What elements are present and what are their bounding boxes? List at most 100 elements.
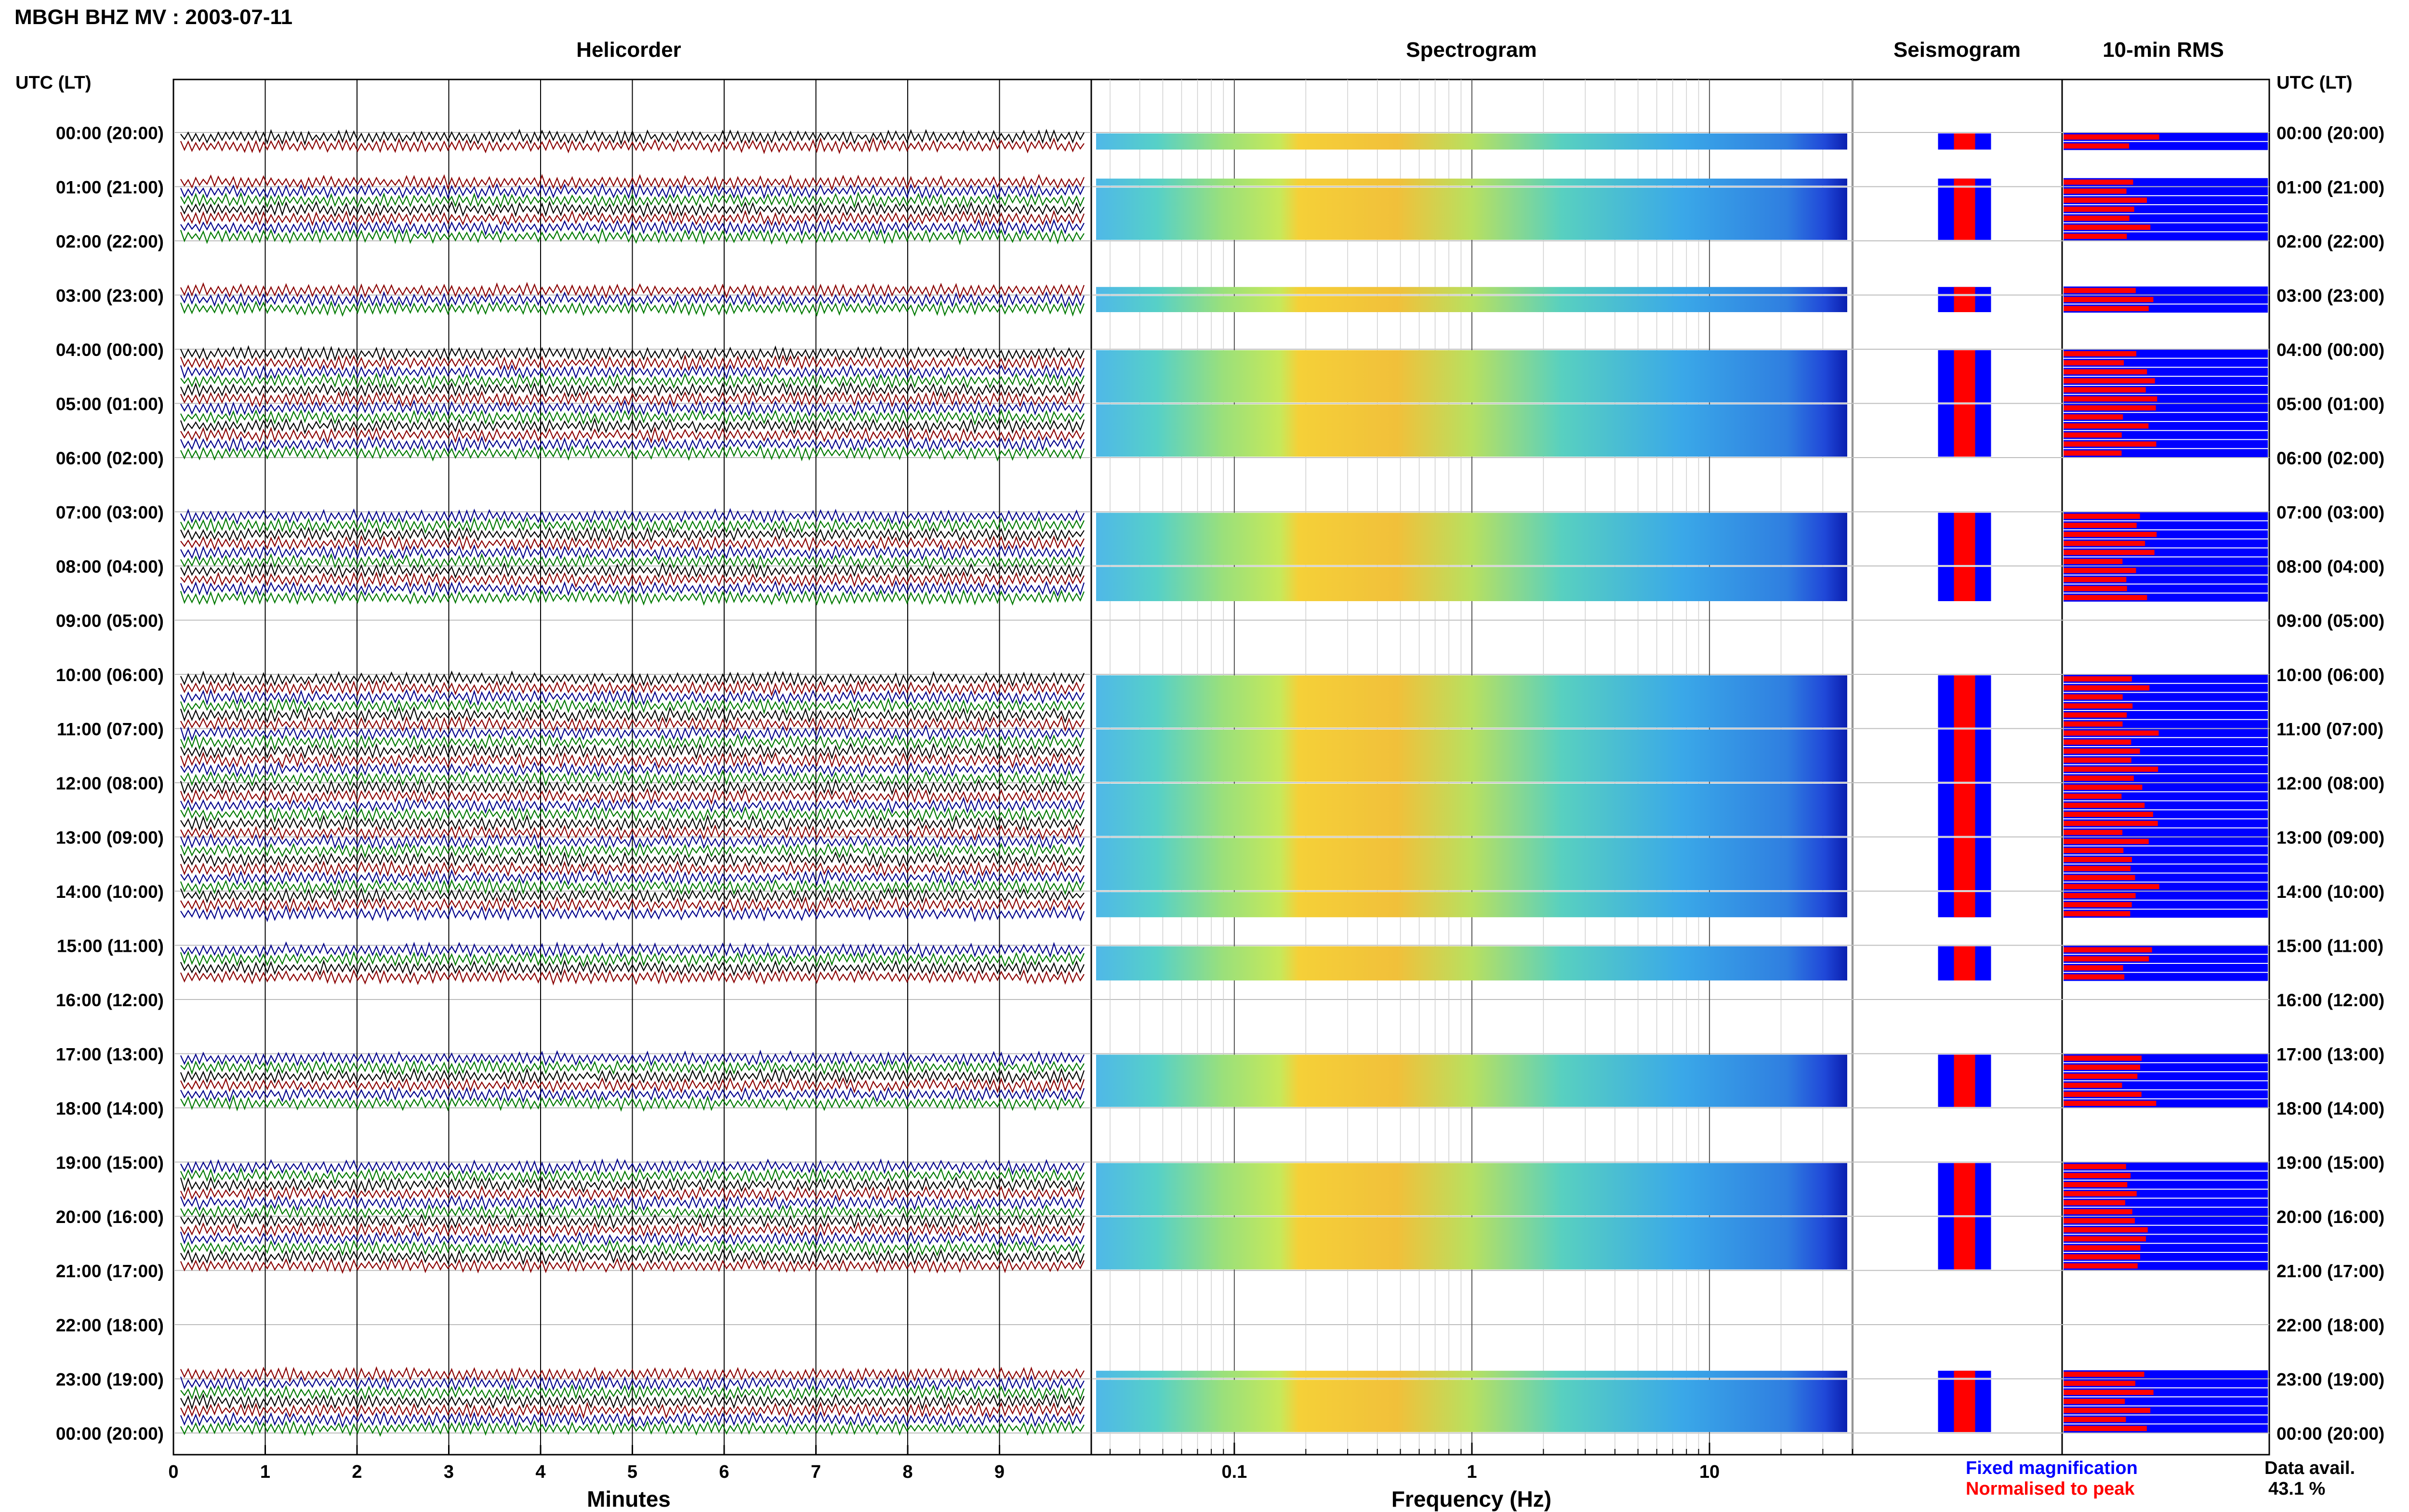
rms-bar-normalised	[2064, 875, 2135, 881]
helicorder-trace	[180, 1094, 1085, 1112]
hour-label-right: 21:00 (17:00)	[2277, 1262, 2384, 1281]
spectrogram-strip	[1096, 404, 1848, 457]
helicorder-trace	[180, 173, 1085, 191]
hour-label-left: 10:00 (06:00)	[56, 665, 164, 685]
helicorder-trace	[180, 1059, 1085, 1076]
rms-bar-normalised	[2064, 586, 2127, 592]
spectrogram-strip	[1096, 1370, 1848, 1378]
helicorder-trace	[180, 959, 1085, 976]
rms-bar-normalised	[2064, 215, 2130, 221]
helicorder-trace	[180, 751, 1085, 769]
seismogram-normalised	[1954, 1163, 1975, 1215]
hour-label-right: 11:00 (07:00)	[2277, 720, 2383, 739]
spectrogram-strip	[1096, 513, 1848, 565]
helicorder-trace	[180, 1222, 1085, 1238]
rms-bar-normalised	[2064, 351, 2137, 356]
seismogram-normalised	[1954, 133, 1975, 150]
helicorder-trace	[180, 399, 1085, 417]
hour-label-left: 01:00 (21:00)	[56, 178, 164, 197]
helicorder-trace	[180, 1067, 1085, 1085]
rms-bar-normalised	[2064, 766, 2158, 772]
helicorder-trace	[180, 1383, 1085, 1401]
seismogram-normalised	[1954, 784, 1975, 836]
helicorder-trace	[180, 733, 1085, 751]
hour-label-left: 02:00 (22:00)	[56, 232, 164, 251]
rms-bar-normalised	[2064, 902, 2132, 907]
rms-bar-normalised	[2064, 848, 2124, 853]
minute-tick-label: 1	[260, 1462, 270, 1482]
helicorder-trace	[180, 896, 1085, 913]
helicorder-trace	[180, 769, 1085, 787]
spectrogram-strip	[1096, 187, 1848, 240]
spectrogram-strip	[1096, 178, 1848, 186]
seismogram-normalised	[1954, 838, 1975, 890]
helicorder-trace	[180, 833, 1085, 850]
rms-bar-normalised	[2064, 1074, 2138, 1079]
rms-bar-normalised	[2064, 1218, 2135, 1223]
seismogram-normalised	[1954, 946, 1975, 981]
helicorder-trace	[180, 697, 1085, 715]
rms-bar-normalised	[2064, 414, 2123, 420]
hour-label-right: 12:00 (08:00)	[2277, 774, 2384, 793]
rms-bar-normalised	[2064, 405, 2156, 411]
rms-bar-normalised	[2064, 712, 2127, 718]
helicorder-trace	[180, 860, 1085, 878]
helicorder-trace	[180, 137, 1085, 155]
hour-label-left: 03:00 (23:00)	[56, 286, 164, 306]
minute-tick-label: 4	[535, 1462, 545, 1482]
hour-label-left: 22:00 (18:00)	[56, 1315, 164, 1335]
seismogram-normalised	[1954, 892, 1975, 918]
helicorder-trace	[180, 878, 1085, 895]
hour-label-right: 20:00 (16:00)	[2277, 1207, 2384, 1227]
helicorder-trace	[180, 435, 1085, 453]
seismogram-normalised	[1954, 178, 1975, 186]
spectrogram-strip	[1096, 892, 1848, 918]
rms-bar-normalised	[2064, 387, 2146, 393]
helicorder-trace	[180, 1049, 1085, 1067]
hour-label-left: 12:00 (08:00)	[56, 774, 164, 793]
rms-bar-normalised	[2064, 234, 2127, 239]
spectrogram-strip	[1096, 1163, 1848, 1215]
rms-bar-normalised	[2064, 956, 2149, 961]
helicorder-trace	[180, 680, 1085, 697]
minute-tick-label: 5	[627, 1462, 637, 1482]
rms-bar-normalised	[2064, 1191, 2137, 1196]
rms-bar-normalised	[2064, 441, 2157, 447]
hour-label-left: 19:00 (15:00)	[56, 1153, 164, 1173]
hour-label-left: 00:00 (20:00)	[56, 123, 164, 143]
rms-bar-normalised	[2064, 911, 2131, 917]
hour-labels: 00:00 (20:00) 00:00 (20:00) 01:00 (21:00) 0…	[56, 123, 2384, 1444]
legend-normalised-to-peak: Normalised to peak	[1966, 1479, 2135, 1499]
rms-bar-normalised	[2064, 378, 2155, 383]
minute-tick-label: 7	[811, 1462, 821, 1482]
helicorder-trace	[180, 1420, 1085, 1437]
hour-label-right: 14:00 (10:00)	[2277, 882, 2384, 902]
legend-fixed-magnification: Fixed magnification	[1966, 1458, 2138, 1478]
spectrogram-strip	[1096, 133, 1848, 150]
helicorder-xlabel: Minutes	[587, 1486, 671, 1512]
freq-tick-label: 1	[1467, 1462, 1477, 1482]
rms-title: 10-min RMS	[2103, 38, 2224, 62]
hour-label-right: 09:00 (05:00)	[2277, 611, 2384, 631]
helicorder-trace	[180, 417, 1085, 435]
hour-label-left: 17:00 (13:00)	[56, 1045, 164, 1065]
seismogram-normalised	[1954, 513, 1975, 565]
rms-bar-normalised	[2064, 730, 2159, 736]
helicorder-trace	[180, 1366, 1085, 1383]
seismogram-normalised	[1954, 1380, 1975, 1432]
data-availability-label: Data avail.	[2264, 1458, 2355, 1478]
hour-label-right: 05:00 (01:00)	[2277, 394, 2384, 414]
rms-bar-normalised	[2064, 297, 2154, 302]
rms-bar-normalised	[2064, 360, 2124, 366]
spectrogram-strip	[1096, 675, 1848, 728]
rms-bar-normalised	[2064, 1164, 2126, 1170]
rms-bar-normalised	[2064, 306, 2149, 311]
helicorder-trace	[180, 887, 1085, 904]
rms-bar-normalised	[2064, 839, 2149, 844]
minute-tick-label: 2	[352, 1462, 362, 1482]
rms-bar-normalised	[2064, 179, 2133, 185]
rms-bar-normalised	[2064, 1055, 2142, 1061]
spectrogram-strip	[1096, 296, 1848, 312]
rms-bar-normalised	[2064, 550, 2155, 555]
helicorder-trace	[180, 1231, 1085, 1247]
